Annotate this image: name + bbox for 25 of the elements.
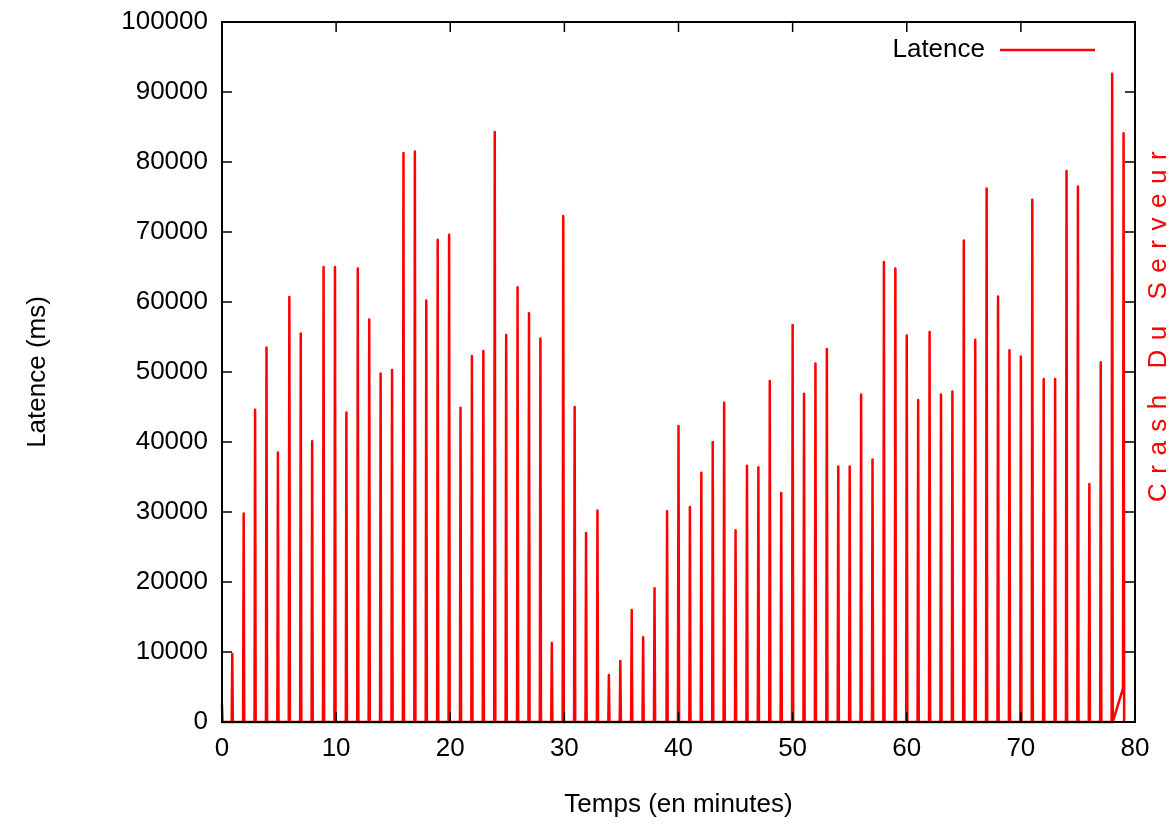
x-tick-label: 60 [892,732,922,762]
x-tick-label: 10 [321,732,351,762]
y-tick-label: 30000 [135,494,208,525]
x-tick-label: 20 [435,732,465,762]
x-tick-label: 70 [1006,732,1036,762]
x-tick-label: 40 [664,732,693,762]
x-tick-label: 80 [1120,732,1150,762]
y-axis-title: Latence (ms) [21,296,51,448]
y-tick-label: 40000 [135,424,208,455]
y-tick-label: 0 [193,704,208,735]
y-tick-label: 100000 [121,4,208,35]
y-tick-label: 60000 [135,284,208,315]
x-axis-title: Temps (en minutes) [564,788,793,818]
y-tick-label: 20000 [135,564,208,595]
x-tick-label: 30 [549,732,579,762]
y-tick-label: 50000 [135,354,208,385]
y-tick-label: 80000 [135,144,208,175]
text: Crash Du Serveur [1142,141,1172,503]
y-tick-label: 10000 [135,634,208,665]
legend-label: Latence [892,32,985,63]
line-series [220,72,1126,724]
y-tick-label: 90000 [135,74,208,105]
x-tick-label: 50 [778,732,808,762]
x-tick-label: 0 [214,732,230,762]
y-tick-label: 70000 [135,214,208,245]
